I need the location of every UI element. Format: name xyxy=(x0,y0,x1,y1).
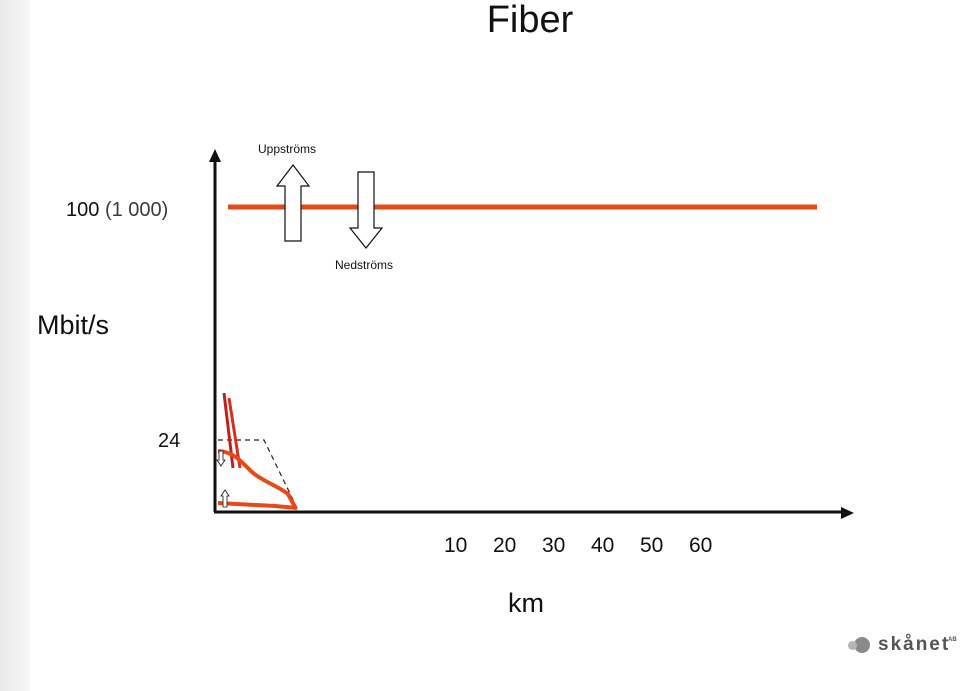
y-tick-top-value: 100 xyxy=(66,199,100,221)
y-tick-top: 100 (1 000) xyxy=(66,200,168,220)
y-axis-label: Mbit/s xyxy=(37,310,110,340)
steep-line-2 xyxy=(227,397,242,469)
y-axis-arrowhead xyxy=(209,149,221,162)
x-axis-label: km xyxy=(508,588,544,618)
x-tick-label: 20 xyxy=(493,534,517,557)
x-tick-label: 40 xyxy=(591,534,615,557)
upstream-low-curve xyxy=(217,501,298,510)
dashed-envelope xyxy=(218,439,299,511)
slide-left-band xyxy=(0,0,30,691)
logo-text: skånet xyxy=(878,634,951,655)
x-tick-label: 10 xyxy=(444,534,468,557)
x-axis-arrowhead xyxy=(841,507,854,519)
x-tick-labels: 10 20 30 40 50 60 xyxy=(444,534,738,558)
logo-dot-small xyxy=(848,641,857,650)
upstream-label: Uppströms xyxy=(258,142,317,156)
company-logo: skånet AB xyxy=(848,633,957,661)
small-down-arrow-icon xyxy=(216,450,226,467)
x-tick-label: 30 xyxy=(542,534,566,557)
downstream-label: Nedströms xyxy=(335,258,394,272)
small-up-arrow-icon xyxy=(220,489,230,508)
x-tick-label: 60 xyxy=(689,534,713,557)
logo-sup: AB xyxy=(948,637,957,643)
downstream-arrow-icon xyxy=(348,171,384,249)
downstream-decay-curve xyxy=(217,449,298,510)
chart-title: Fiber xyxy=(486,0,574,41)
x-tick-label: 50 xyxy=(640,534,664,557)
y-tick-top-paren: (1 000) xyxy=(104,199,169,221)
upstream-arrow-icon xyxy=(275,164,311,242)
y-tick-low: 24 xyxy=(158,430,181,452)
logo-dot-large xyxy=(854,637,870,653)
